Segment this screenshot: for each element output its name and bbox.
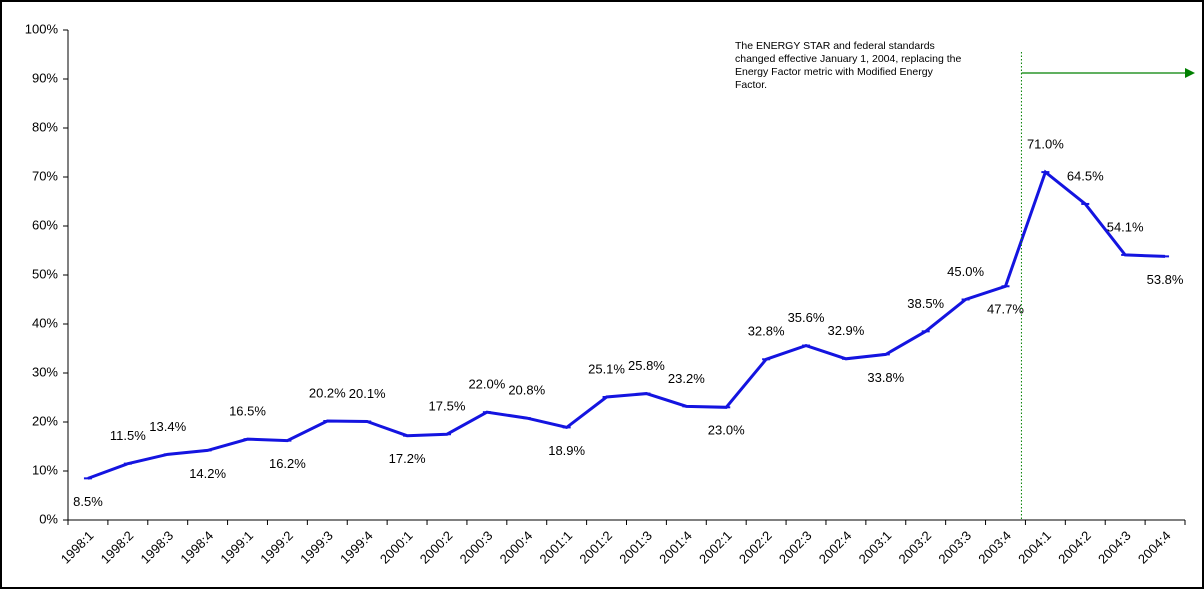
data-label: 20.2% (309, 385, 346, 400)
y-tick-label: 100% (25, 21, 59, 36)
data-label: 14.2% (189, 466, 226, 481)
y-tick-label: 30% (32, 364, 58, 379)
data-label: 16.5% (229, 404, 266, 419)
data-label: 11.5% (110, 428, 146, 443)
data-label: 23.0% (708, 423, 745, 438)
data-label: 13.4% (149, 419, 186, 434)
data-label: 47.7% (987, 302, 1024, 317)
data-label: 64.5% (1067, 168, 1104, 183)
data-label: 18.9% (548, 443, 585, 458)
data-label: 35.6% (788, 310, 825, 325)
arrow-head (1185, 68, 1195, 78)
data-label: 25.8% (628, 358, 665, 373)
y-tick-label: 70% (32, 168, 58, 183)
y-tick-label: 50% (32, 266, 58, 281)
annotation: changed effective January 1, 2004, repla… (735, 53, 961, 65)
data-label: 53.8% (1147, 272, 1184, 287)
data-label: 32.9% (827, 323, 864, 338)
y-tick-label: 20% (32, 413, 58, 428)
annotation: Energy Factor metric with Modified Energ… (735, 66, 934, 78)
data-label: 20.8% (508, 383, 545, 398)
data-label: 38.5% (907, 296, 944, 311)
y-tick-label: 80% (32, 119, 58, 134)
data-label: 22.0% (468, 377, 505, 392)
y-tick-label: 90% (32, 70, 58, 85)
y-tick-label: 0% (39, 511, 58, 526)
data-label: 45.0% (947, 264, 984, 279)
data-label: 23.2% (668, 371, 705, 386)
data-label: 8.5% (73, 494, 103, 509)
data-label: 16.2% (269, 456, 306, 471)
annotation: The ENERGY STAR and federal standards (735, 40, 935, 52)
y-tick-label: 40% (32, 315, 58, 330)
data-label: 17.2% (389, 451, 426, 466)
data-label: 54.1% (1107, 219, 1144, 234)
data-label: 32.8% (748, 324, 785, 339)
data-label: 33.8% (867, 370, 904, 385)
line (87, 169, 1166, 480)
data-label: 71.0% (1027, 137, 1064, 152)
y-tick-label: 60% (32, 217, 58, 232)
data-label: 20.1% (349, 386, 386, 401)
y-tick-label: 10% (32, 462, 58, 477)
annotation: Factor. (735, 79, 767, 91)
data-label: 17.5% (429, 399, 466, 414)
data-label: 25.1% (588, 361, 625, 376)
